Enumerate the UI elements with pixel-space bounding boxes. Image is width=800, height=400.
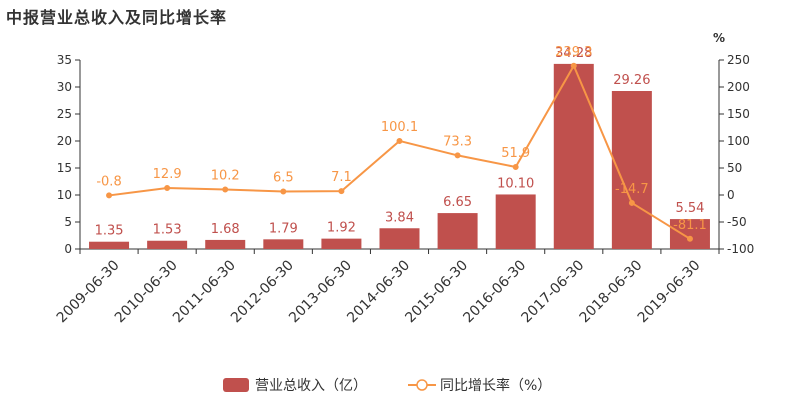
- line-point[interactable]: [512, 163, 519, 170]
- line-point[interactable]: [628, 199, 635, 206]
- line-point[interactable]: [280, 188, 287, 195]
- bar[interactable]: [263, 239, 304, 249]
- bar-value-label: 1.35: [95, 224, 124, 239]
- bar-value-label: 1.68: [211, 222, 240, 237]
- chart-title: 中报营业总收入及同比增长率: [6, 8, 228, 27]
- bar-value-label: 29.26: [613, 73, 650, 88]
- legend-item-growth[interactable]: 同比增长率（%）: [408, 377, 551, 394]
- line-value-label: -0.8: [96, 174, 121, 189]
- legend-label-revenue: 营业总收入（亿）: [255, 378, 367, 394]
- legend-swatch-bar: [223, 378, 249, 392]
- line-point[interactable]: [396, 137, 403, 144]
- y-right-tick-label: -100: [727, 242, 754, 256]
- line-series: -0.8 12.9 10.2 6.5 7.1 100.1 73.3 51.9 239.3 -14.…: [96, 45, 707, 242]
- x-tick-label: 2019-06-30: [635, 257, 704, 326]
- bar[interactable]: [437, 213, 478, 249]
- line-point[interactable]: [454, 152, 461, 159]
- line-value-label: 12.9: [153, 167, 182, 182]
- bar-value-label: 3.84: [385, 210, 414, 225]
- bar-value-label: 34.28: [555, 46, 592, 61]
- line-point[interactable]: [164, 185, 171, 192]
- line-value-label: 6.5: [273, 170, 294, 185]
- line-value-label: 239.3: [555, 45, 592, 60]
- y-right-tick-label: -50: [727, 215, 747, 229]
- y-right-tick-label: 200: [727, 80, 750, 94]
- y-left-tick-label: 5: [64, 215, 72, 229]
- line-value-label: -14.7: [615, 182, 649, 197]
- bar-series: 1.35 1.53 1.68 1.79 1.92 3.84 6.65 10.10 34.28 29…: [89, 46, 710, 249]
- y-right-tick-label: 50: [727, 161, 742, 175]
- y-left-tick-label: 30: [57, 80, 72, 94]
- y-left-tick-label: 15: [57, 161, 72, 175]
- y-right-tick-label: 150: [727, 107, 750, 121]
- line-value-label: 73.3: [443, 134, 472, 149]
- line-point[interactable]: [106, 192, 113, 199]
- bar-value-label: 10.10: [497, 176, 534, 191]
- bar[interactable]: [495, 194, 536, 249]
- bar-value-label: 1.92: [327, 221, 356, 236]
- bar-value-label: 1.53: [153, 223, 182, 238]
- legend-swatch-marker: [416, 379, 428, 391]
- bar[interactable]: [147, 240, 188, 249]
- bar[interactable]: [321, 238, 362, 249]
- bar[interactable]: [669, 219, 710, 249]
- line-value-label: 51.9: [501, 146, 530, 161]
- y-right-tick-label: 250: [727, 53, 750, 67]
- chart-legend[interactable]: 营业总收入（亿） 同比增长率（%）: [223, 377, 551, 394]
- y-right-unit-label: %: [713, 31, 725, 45]
- line-value-label: 10.2: [211, 168, 240, 183]
- y-left-tick-label: 0: [64, 242, 72, 256]
- line-point[interactable]: [570, 62, 577, 69]
- line-point[interactable]: [686, 235, 693, 242]
- y-left-tick-label: 25: [57, 107, 72, 121]
- y-right-tick-label: 100: [727, 134, 750, 148]
- y-left-tick-label: 10: [57, 188, 72, 202]
- line-point[interactable]: [222, 186, 229, 193]
- bar[interactable]: [379, 228, 420, 249]
- y-left-tick-label: 20: [57, 134, 72, 148]
- bar[interactable]: [205, 239, 246, 249]
- y-left-tick-label: 35: [57, 53, 72, 67]
- line-point[interactable]: [338, 188, 345, 195]
- bar[interactable]: [89, 241, 130, 249]
- line-value-label: 7.1: [331, 170, 352, 185]
- line-value-label: -81.1: [673, 218, 707, 233]
- bar-value-label: 1.79: [269, 221, 298, 236]
- y-right-tick-label: 0: [727, 188, 735, 202]
- bar-value-label: 6.65: [443, 195, 472, 210]
- line-value-label: 100.1: [381, 120, 418, 135]
- bar-value-label: 5.54: [675, 201, 704, 216]
- legend-item-revenue[interactable]: 营业总收入（亿）: [223, 378, 367, 394]
- legend-label-growth: 同比增长率（%）: [440, 377, 551, 394]
